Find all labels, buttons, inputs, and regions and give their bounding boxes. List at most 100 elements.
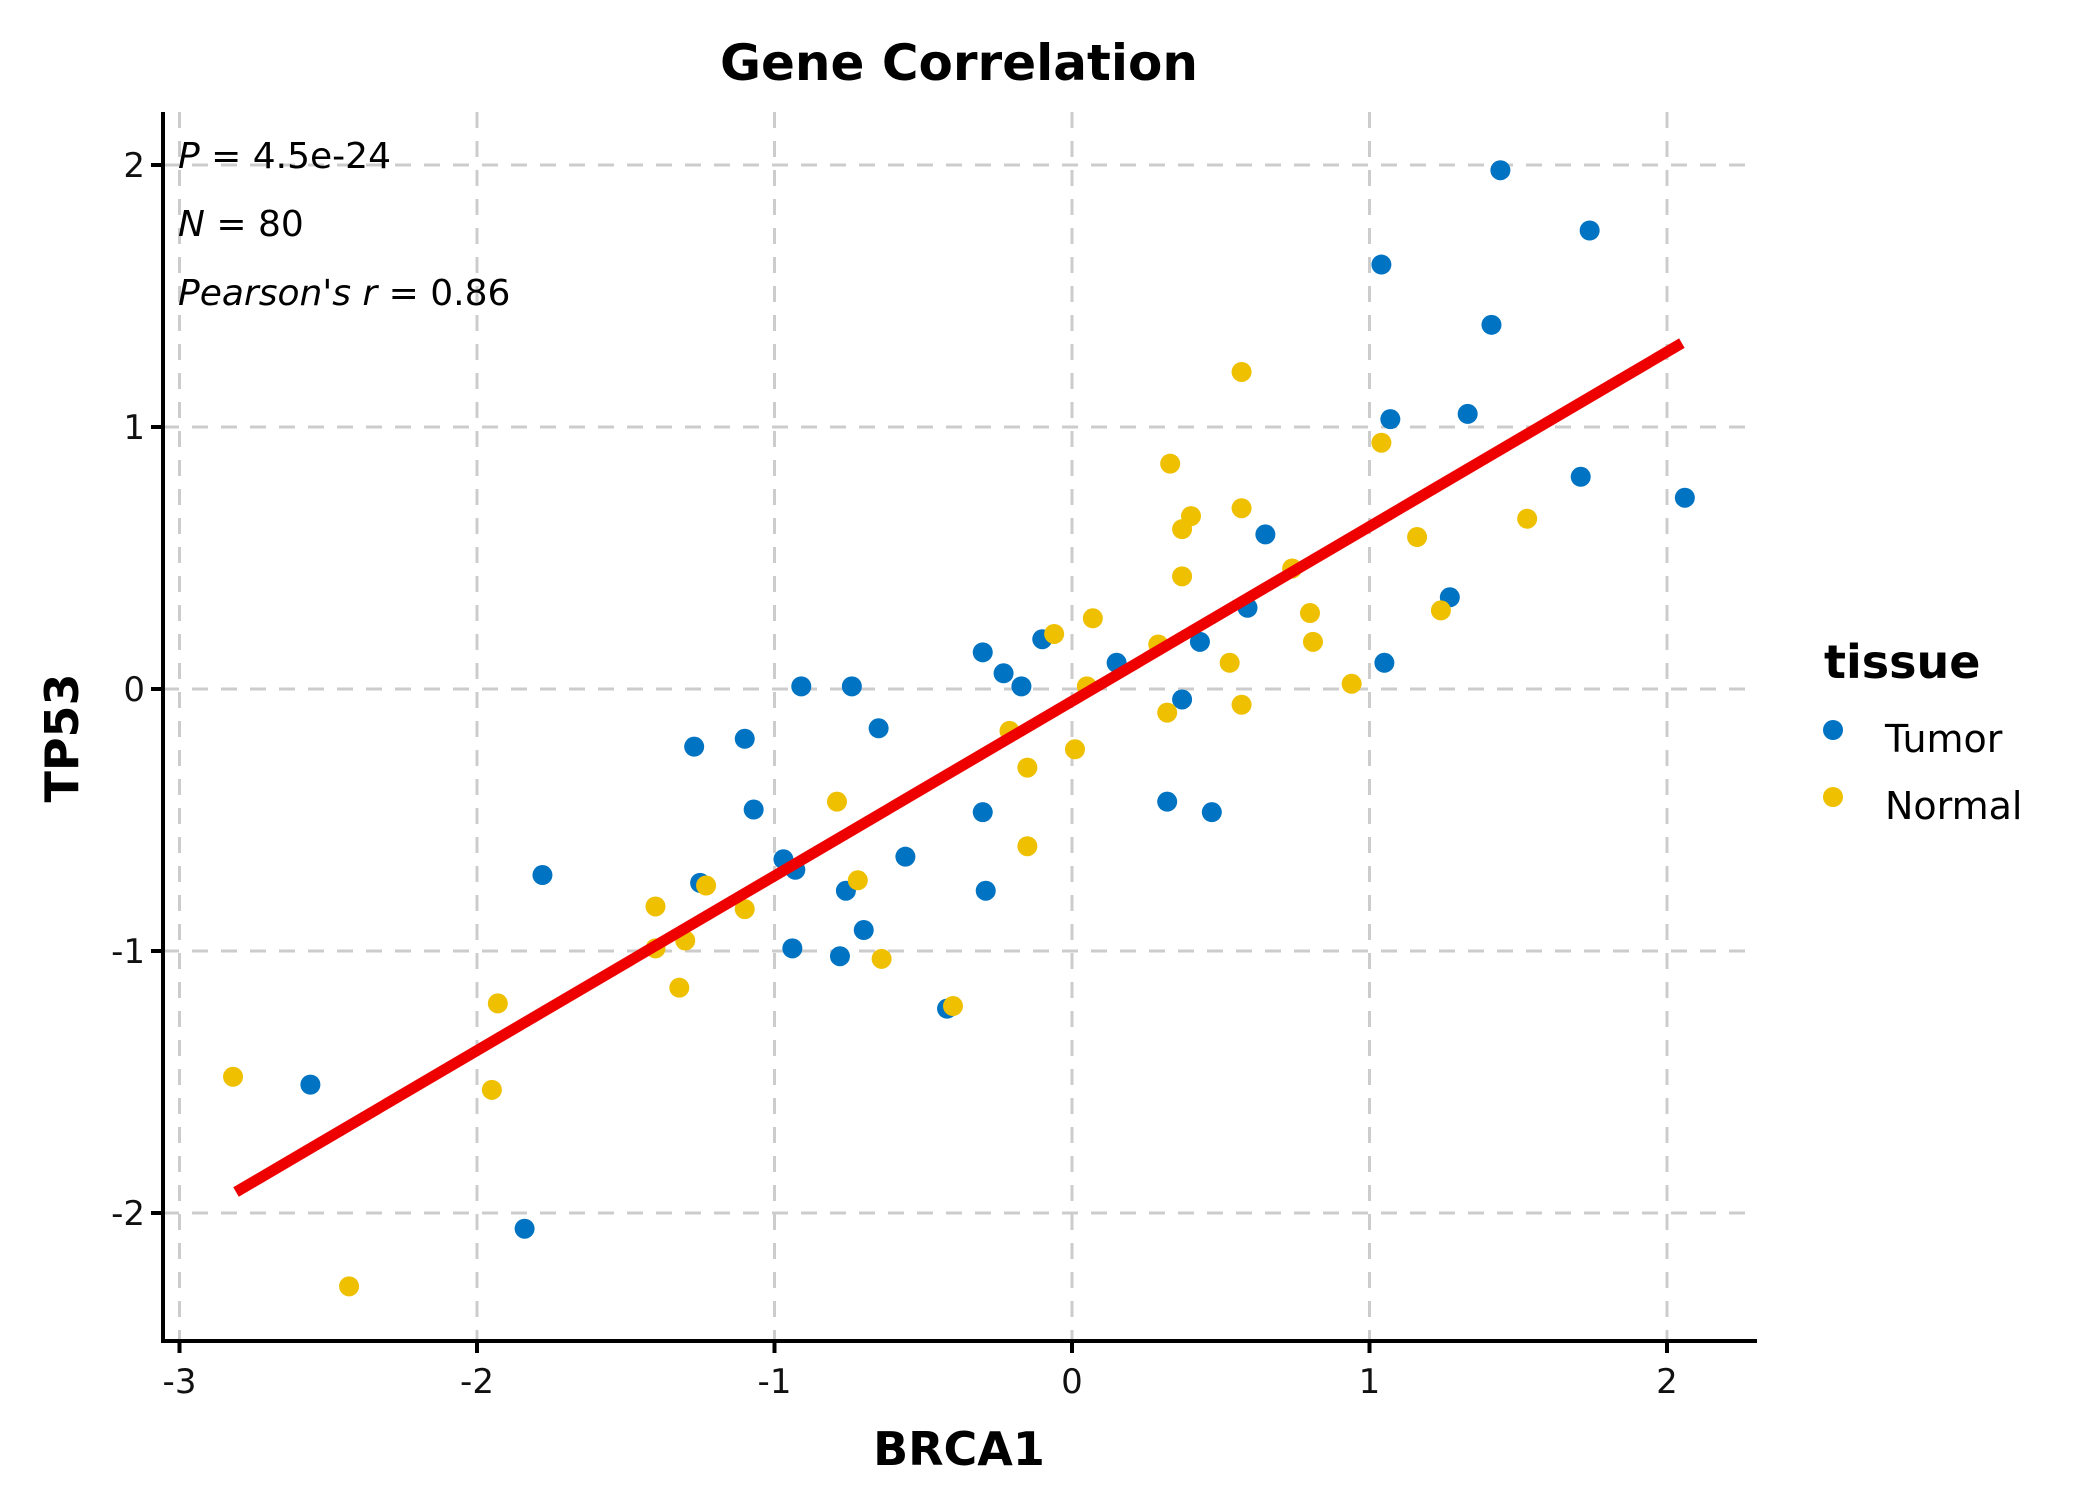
- point-tumor: [1481, 314, 1502, 335]
- point-tumor: [743, 799, 764, 820]
- point-normal: [223, 1066, 244, 1087]
- point-normal: [487, 993, 508, 1014]
- legend: tissue Tumor Normal: [1823, 635, 2023, 828]
- point-normal: [1172, 519, 1193, 540]
- point-tumor: [1189, 631, 1210, 652]
- point-normal: [1371, 432, 1392, 453]
- point-tumor: [1157, 791, 1178, 812]
- point-tumor: [1457, 403, 1478, 424]
- point-normal: [481, 1079, 502, 1100]
- point-tumor: [1011, 676, 1032, 697]
- point-tumor: [868, 718, 889, 739]
- legend-label-tumor: Tumor: [1884, 717, 2003, 761]
- point-normal: [943, 996, 963, 1017]
- point-normal: [1517, 508, 1538, 529]
- p-value-annotation: P = 4.5e-24: [178, 136, 391, 177]
- y-axis-label: TP53: [35, 673, 89, 802]
- y-ticks: -2 -1 0 1 2: [111, 146, 163, 1234]
- point-tumor: [791, 676, 812, 697]
- n-annotation: N = 80: [178, 204, 304, 245]
- point-normal: [826, 791, 847, 812]
- point-tumor: [972, 642, 993, 663]
- point-normal: [1300, 603, 1320, 624]
- point-tumor: [1172, 689, 1193, 710]
- point-normal: [1017, 836, 1038, 857]
- y-tick-label: 2: [123, 146, 145, 186]
- p-label: P: [178, 136, 200, 177]
- point-normal: [1172, 566, 1193, 587]
- point-tumor: [1371, 254, 1392, 275]
- gridlines: [163, 112, 1757, 1341]
- point-tumor: [300, 1074, 321, 1095]
- point-normal: [847, 870, 868, 891]
- legend-label-normal: Normal: [1885, 784, 2023, 828]
- r-value: = 0.86: [377, 273, 510, 314]
- point-tumor: [1201, 802, 1222, 823]
- point-normal: [1231, 694, 1252, 715]
- data-points: [223, 160, 1695, 1297]
- y-tick-label: -2: [111, 1194, 145, 1234]
- r-label: Pearson's r: [178, 273, 379, 314]
- point-normal: [1160, 453, 1181, 474]
- x-tick-label: 1: [1359, 1362, 1381, 1402]
- point-normal: [339, 1276, 360, 1297]
- point-tumor: [841, 676, 862, 697]
- point-normal: [1407, 527, 1428, 548]
- point-normal: [1044, 623, 1065, 644]
- x-tick-label: -1: [758, 1362, 792, 1402]
- legend-marker-normal: [1823, 787, 1843, 807]
- p-value: = 4.5e-24: [200, 136, 391, 177]
- point-tumor: [734, 728, 755, 749]
- point-tumor: [853, 920, 874, 941]
- axes: [161, 112, 1757, 1343]
- point-tumor: [1374, 652, 1395, 673]
- point-tumor: [993, 663, 1014, 684]
- point-tumor: [1579, 220, 1600, 241]
- n-label: N: [178, 204, 205, 245]
- point-normal: [645, 896, 666, 917]
- x-tick-label: 0: [1061, 1362, 1083, 1402]
- point-normal: [1231, 361, 1252, 382]
- regression-line: [233, 338, 1685, 1197]
- point-tumor: [684, 736, 705, 757]
- point-normal: [1082, 608, 1103, 629]
- chart-title: Gene Correlation: [720, 34, 1198, 92]
- point-tumor: [782, 938, 803, 959]
- y-tick-label: 1: [123, 408, 145, 448]
- point-normal: [1430, 600, 1451, 621]
- x-tick-label: -3: [163, 1362, 197, 1402]
- point-normal: [1219, 652, 1240, 673]
- x-tick-label: -2: [460, 1362, 494, 1402]
- point-tumor: [1490, 160, 1511, 181]
- point-tumor: [829, 946, 850, 967]
- legend-marker-tumor: [1823, 720, 1843, 740]
- point-normal: [696, 875, 717, 896]
- legend-title: tissue: [1824, 635, 1980, 689]
- point-normal: [1017, 757, 1038, 778]
- point-tumor: [1570, 466, 1591, 487]
- point-tumor: [1380, 409, 1401, 430]
- point-normal: [669, 977, 690, 998]
- n-value: = 80: [205, 204, 304, 245]
- point-tumor: [972, 802, 993, 823]
- point-tumor: [895, 846, 916, 867]
- point-normal: [1231, 498, 1252, 519]
- x-ticks: -3 -2 -1 0 1 2: [163, 1341, 1678, 1402]
- point-normal: [734, 899, 755, 920]
- point-normal: [1341, 673, 1362, 694]
- pearson-r-annotation: Pearson's r = 0.86: [178, 273, 510, 314]
- x-axis-label: BRCA1: [873, 1422, 1045, 1476]
- point-tumor: [1255, 524, 1276, 545]
- point-tumor: [1674, 487, 1695, 508]
- point-normal: [1064, 739, 1085, 760]
- point-tumor: [975, 880, 996, 901]
- point-normal: [1157, 702, 1178, 723]
- y-tick-label: 0: [123, 670, 145, 710]
- point-tumor: [514, 1218, 535, 1239]
- y-tick-label: -1: [111, 932, 145, 972]
- point-normal: [871, 948, 892, 969]
- point-tumor: [532, 865, 553, 886]
- point-normal: [1302, 631, 1323, 652]
- x-tick-label: 2: [1656, 1362, 1678, 1402]
